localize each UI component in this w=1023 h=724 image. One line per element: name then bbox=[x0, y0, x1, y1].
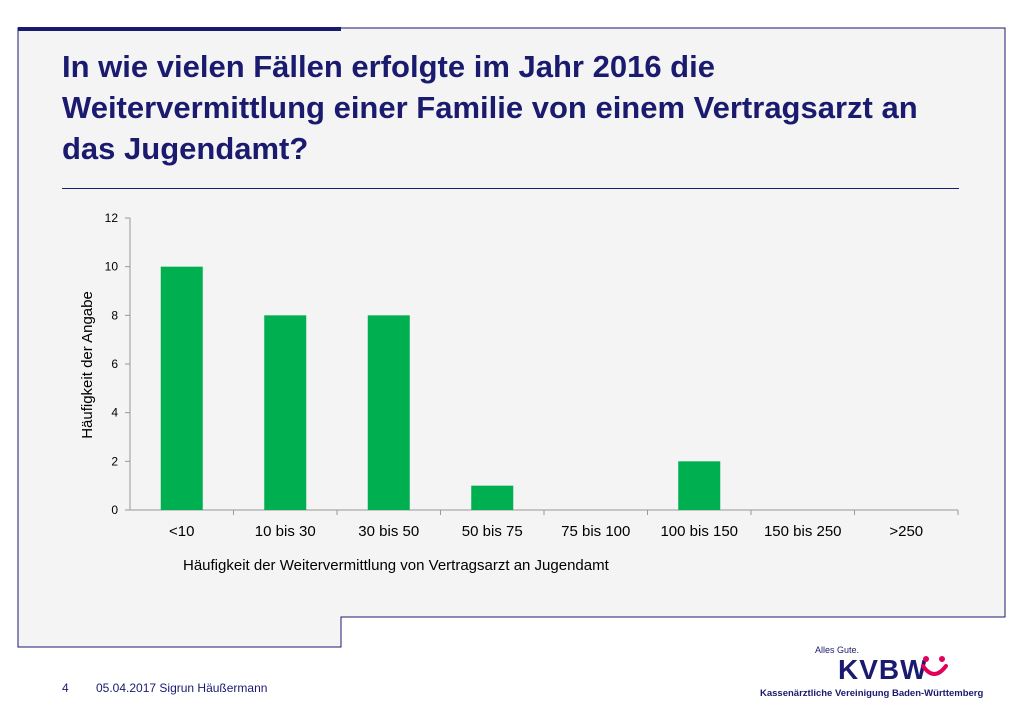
x-axis: <10 10 bis 30 30 bis 50 50 bis 75 75 bis 100… bbox=[130, 509, 959, 540]
bars bbox=[160, 266, 721, 510]
y-tick-label: 12 bbox=[105, 211, 119, 225]
bar--10 bbox=[160, 266, 203, 510]
panel-accent-bar bbox=[18, 27, 341, 31]
y-tick-label: 4 bbox=[111, 406, 118, 420]
x-tick-label: 30 bis 50 bbox=[358, 523, 419, 540]
y-tick-label: 6 bbox=[111, 357, 118, 371]
footer-date-author: 05.04.2017 Sigrun Häußermann bbox=[96, 681, 268, 695]
slide-title: In wie vielen Fällen erfolgte im Jahr 20… bbox=[62, 49, 918, 166]
page-number: 4 bbox=[62, 681, 69, 695]
logo-subtitle: Kassenärztliche Vereinigung Baden-Württe… bbox=[760, 688, 984, 699]
x-tick-label: 75 bis 100 bbox=[561, 523, 630, 540]
x-tick-label: <10 bbox=[169, 523, 194, 540]
x-axis-label: Häufigkeit der Weitervermittlung von Ver… bbox=[183, 557, 610, 574]
y-tick-label: 10 bbox=[105, 260, 119, 274]
x-tick-label: >250 bbox=[889, 523, 923, 540]
logo-wordmark: KVBW bbox=[838, 654, 928, 685]
title-divider bbox=[62, 188, 959, 189]
bar-100-bis-150 bbox=[678, 461, 721, 510]
bar-30-bis-50 bbox=[367, 315, 410, 510]
x-tick-label: 10 bis 30 bbox=[255, 523, 316, 540]
smile-logo-icon bbox=[921, 656, 948, 676]
bar-50-bis-75 bbox=[471, 485, 514, 510]
logo-tagline: Alles Gute. bbox=[815, 645, 860, 655]
x-tick-label: 50 bis 75 bbox=[462, 523, 523, 540]
y-tick-label: 0 bbox=[111, 503, 118, 517]
x-tick-label: 150 bis 250 bbox=[764, 523, 842, 540]
x-tick-label: 100 bis 150 bbox=[660, 523, 738, 540]
bar-10-bis-30 bbox=[264, 315, 307, 510]
y-tick-label: 2 bbox=[111, 454, 118, 468]
y-axis-label: Häufigkeit der Angabe bbox=[79, 291, 96, 439]
y-tick-label: 8 bbox=[111, 308, 118, 322]
y-axis: 0 2 4 6 8 10 12 bbox=[105, 211, 131, 517]
